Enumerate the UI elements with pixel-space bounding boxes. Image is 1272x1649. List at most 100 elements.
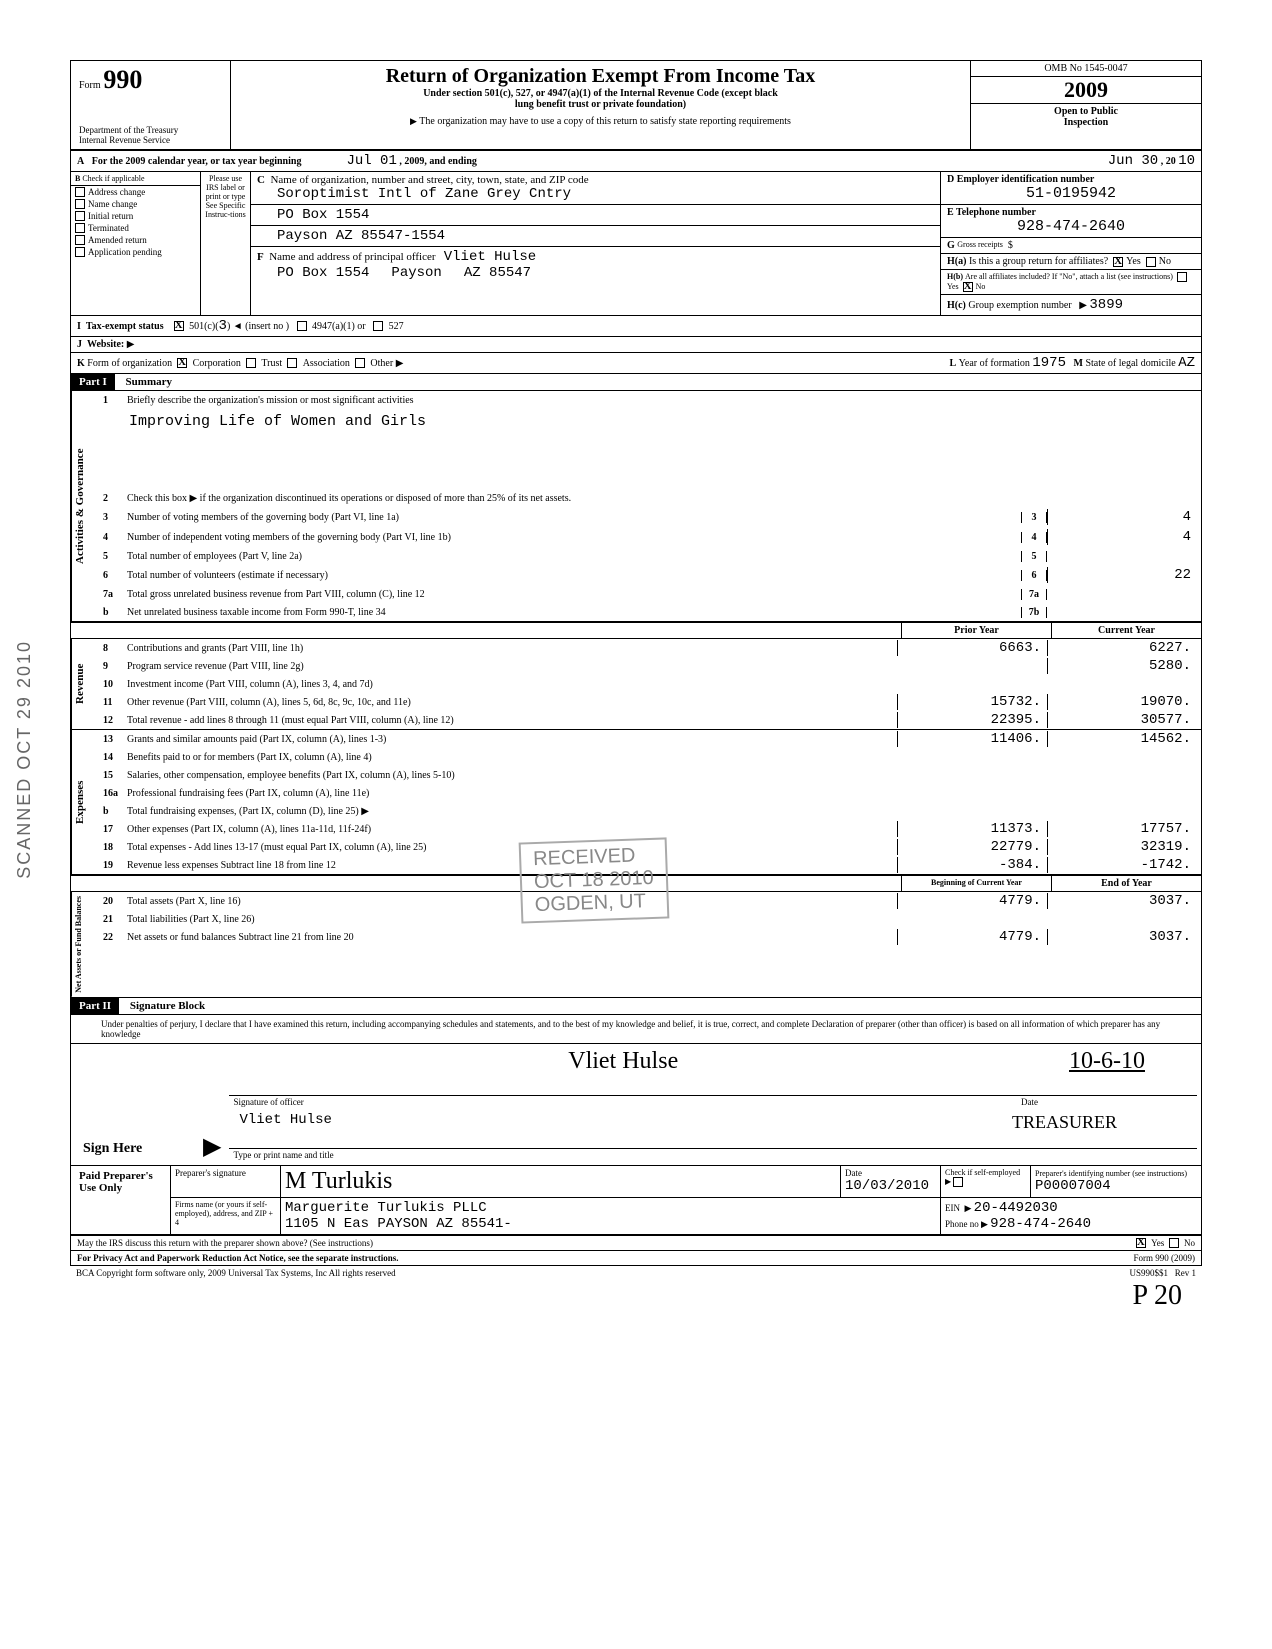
firm-addr: 1105 N Eas PAYSON AZ 85541- [285,1216,512,1232]
year-formation: 1975 [1032,355,1066,371]
vert-net-assets: Net Assets or Fund Balances [71,892,99,997]
prep-phone: 928-474-2640 [990,1216,1091,1232]
expense-line: 14Benefits paid to or for members (Part … [99,748,1201,766]
page-mark: P 20 [70,1280,1202,1312]
tax-year-end-yr: 10 [1178,153,1195,169]
arrow-icon [410,116,417,127]
expense-line: 18Total expenses - Add lines 13-17 (must… [99,838,1201,856]
assoc-check [287,358,297,368]
section-bcd: B Check if applicable Address change Nam… [71,172,1201,316]
ha-no-check [1146,257,1156,267]
preparer-section: Paid Preparer's Use Only Preparer's sign… [71,1166,1201,1236]
governance-line: 7aTotal gross unrelated business revenue… [99,585,1201,603]
revenue-line: 10Investment income (Part VIII, column (… [99,675,1201,693]
asset-line: 22Net assets or fund balances Subtract l… [99,928,1201,946]
bca-row: BCA Copyright form software only, 2009 U… [70,1266,1202,1280]
527-check [373,321,383,331]
vert-governance: Activities & Governance [71,391,99,621]
expense-line: 17Other expenses (Part IX, column (A), l… [99,820,1201,838]
check-pending: Application pending [71,246,200,258]
check-if-label: Check if applicable [82,174,144,183]
expense-line: 19Revenue less expenses Subtract line 18… [99,856,1201,874]
vert-expenses: Expenses [71,730,99,874]
part1-title: Summary [118,374,180,390]
phone-value: 928-474-2640 [947,218,1195,235]
form-year: 2009 [971,77,1201,104]
mission-text: Improving Life of Women and Girls [129,413,426,430]
501c-check [174,321,184,331]
discuss-no-check [1169,1238,1179,1248]
org-name: Soroptimist Intl of Zane Grey Cntry [257,186,934,202]
check-address-change: Address change [71,186,200,198]
perjury-statement: Under penalties of perjury, I declare th… [71,1015,1201,1044]
hc-label: Group exemption number [968,300,1071,311]
revenue-section: Revenue 8Contributions and grants (Part … [71,639,1201,730]
hb-no-check [963,282,973,292]
expense-line: 15Salaries, other compensation, employee… [99,766,1201,784]
revenue-line: 8Contributions and grants (Part VIII, li… [99,639,1201,657]
4947-check [297,321,307,331]
officer-city: Payson [391,265,441,281]
line1-label: Briefly describe the organization's miss… [127,395,1197,406]
state-domicile: AZ [1178,355,1195,371]
governance-line: 6Total number of volunteers (estimate if… [99,565,1201,585]
section-c-label: Name of organization, number and street,… [270,174,588,186]
col-end: End of Year [1051,876,1201,891]
form-header: Form 990 Department of the Treasury Inte… [71,61,1201,151]
sign-here-section: Sign Here ▶ Vliet Hulse Signature of off… [71,1044,1201,1166]
omb-number: OMB No 1545-0047 [971,61,1201,77]
begin-suffix: , 2009, and ending [399,156,477,167]
expense-line: 16aProfessional fundraising fees (Part I… [99,784,1201,802]
expenses-section: Expenses 13Grants and similar amounts pa… [71,730,1201,875]
ha-label: Is this a group return for affiliates? [969,256,1108,267]
form-990-container: Form 990 Department of the Treasury Inte… [70,60,1202,1266]
form-label: Form [79,80,101,91]
sign-arrow-icon: ▶ [195,1132,229,1161]
part2-title: Signature Block [122,998,213,1014]
org-pobox: PO Box 1554 [257,207,369,223]
revenue-line: 9Program service revenue (Part VIII, lin… [99,657,1201,675]
governance-line: 4Number of independent voting members of… [99,527,1201,547]
col-begin: Beginning of Current Year [901,876,1051,891]
governance-line: 5Total number of employees (Part V, line… [99,547,1201,565]
discuss-yes-check [1136,1238,1146,1248]
officer-state: AZ 85547 [464,265,531,281]
form-ref: Form 990 (2009) [1134,1253,1196,1263]
officer-name: Vliet Hulse [444,249,536,265]
assets-section: Net Assets or Fund Balances 20Total asse… [71,892,1201,998]
end-suffix: , 20 [1161,156,1176,167]
check-amended: Amended return [71,234,200,246]
col-current: Current Year [1051,623,1201,638]
prior-current-header: Prior Year Current Year [71,622,1201,639]
hc-value: 3899 [1089,297,1123,313]
officer-signature: Vliet Hulse [229,1048,1017,1075]
officer-title: TREASURER [1012,1112,1197,1133]
ptin-value: P00007004 [1035,1178,1111,1194]
prep-date: 10/03/2010 [845,1178,929,1194]
part1-badge: Part I [71,374,115,390]
row-a-tax-year: A For the 2009 calendar year, or tax yea… [71,151,1201,172]
prep-ein: 20-4492030 [974,1200,1058,1216]
privacy-row: For Privacy Act and Paperwork Reduction … [71,1251,1201,1265]
dept-treasury: Department of the Treasury [79,125,222,135]
other-check [355,358,365,368]
section-f-label: Name and address of principal officer [269,251,435,263]
firm-label: Firms name (or yours if self-employed), … [171,1198,281,1234]
hb-yes-check [1177,272,1187,282]
vert-revenue: Revenue [71,639,99,729]
501c-num: 3 [219,318,227,334]
expense-line: 13Grants and similar amounts paid (Part … [99,730,1201,748]
asset-line: 21Total liabilities (Part X, line 26) [99,910,1201,928]
ha-yes-check [1113,257,1123,267]
preparer-label: Paid Preparer's Use Only [71,1166,171,1234]
row-j-website: J Website: ▶ [71,337,1201,353]
discuss-row: May the IRS discuss this return with the… [71,1236,1201,1251]
part2-header-row: Part II Signature Block [71,998,1201,1015]
org-city: Payson AZ 85547-1554 [257,228,445,244]
governance-line: 3Number of voting members of the governi… [99,507,1201,527]
d-label: D Employer identification number [947,174,1094,185]
row-k-org-form: K Form of organization Corporation Trust… [71,353,1201,374]
line2-text: Check this box ▶ if the organization dis… [127,493,1197,504]
hb-label: Are all affiliates included? If "No", at… [965,272,1173,281]
asset-line: 20Total assets (Part X, line 16)4779.303… [99,892,1201,910]
